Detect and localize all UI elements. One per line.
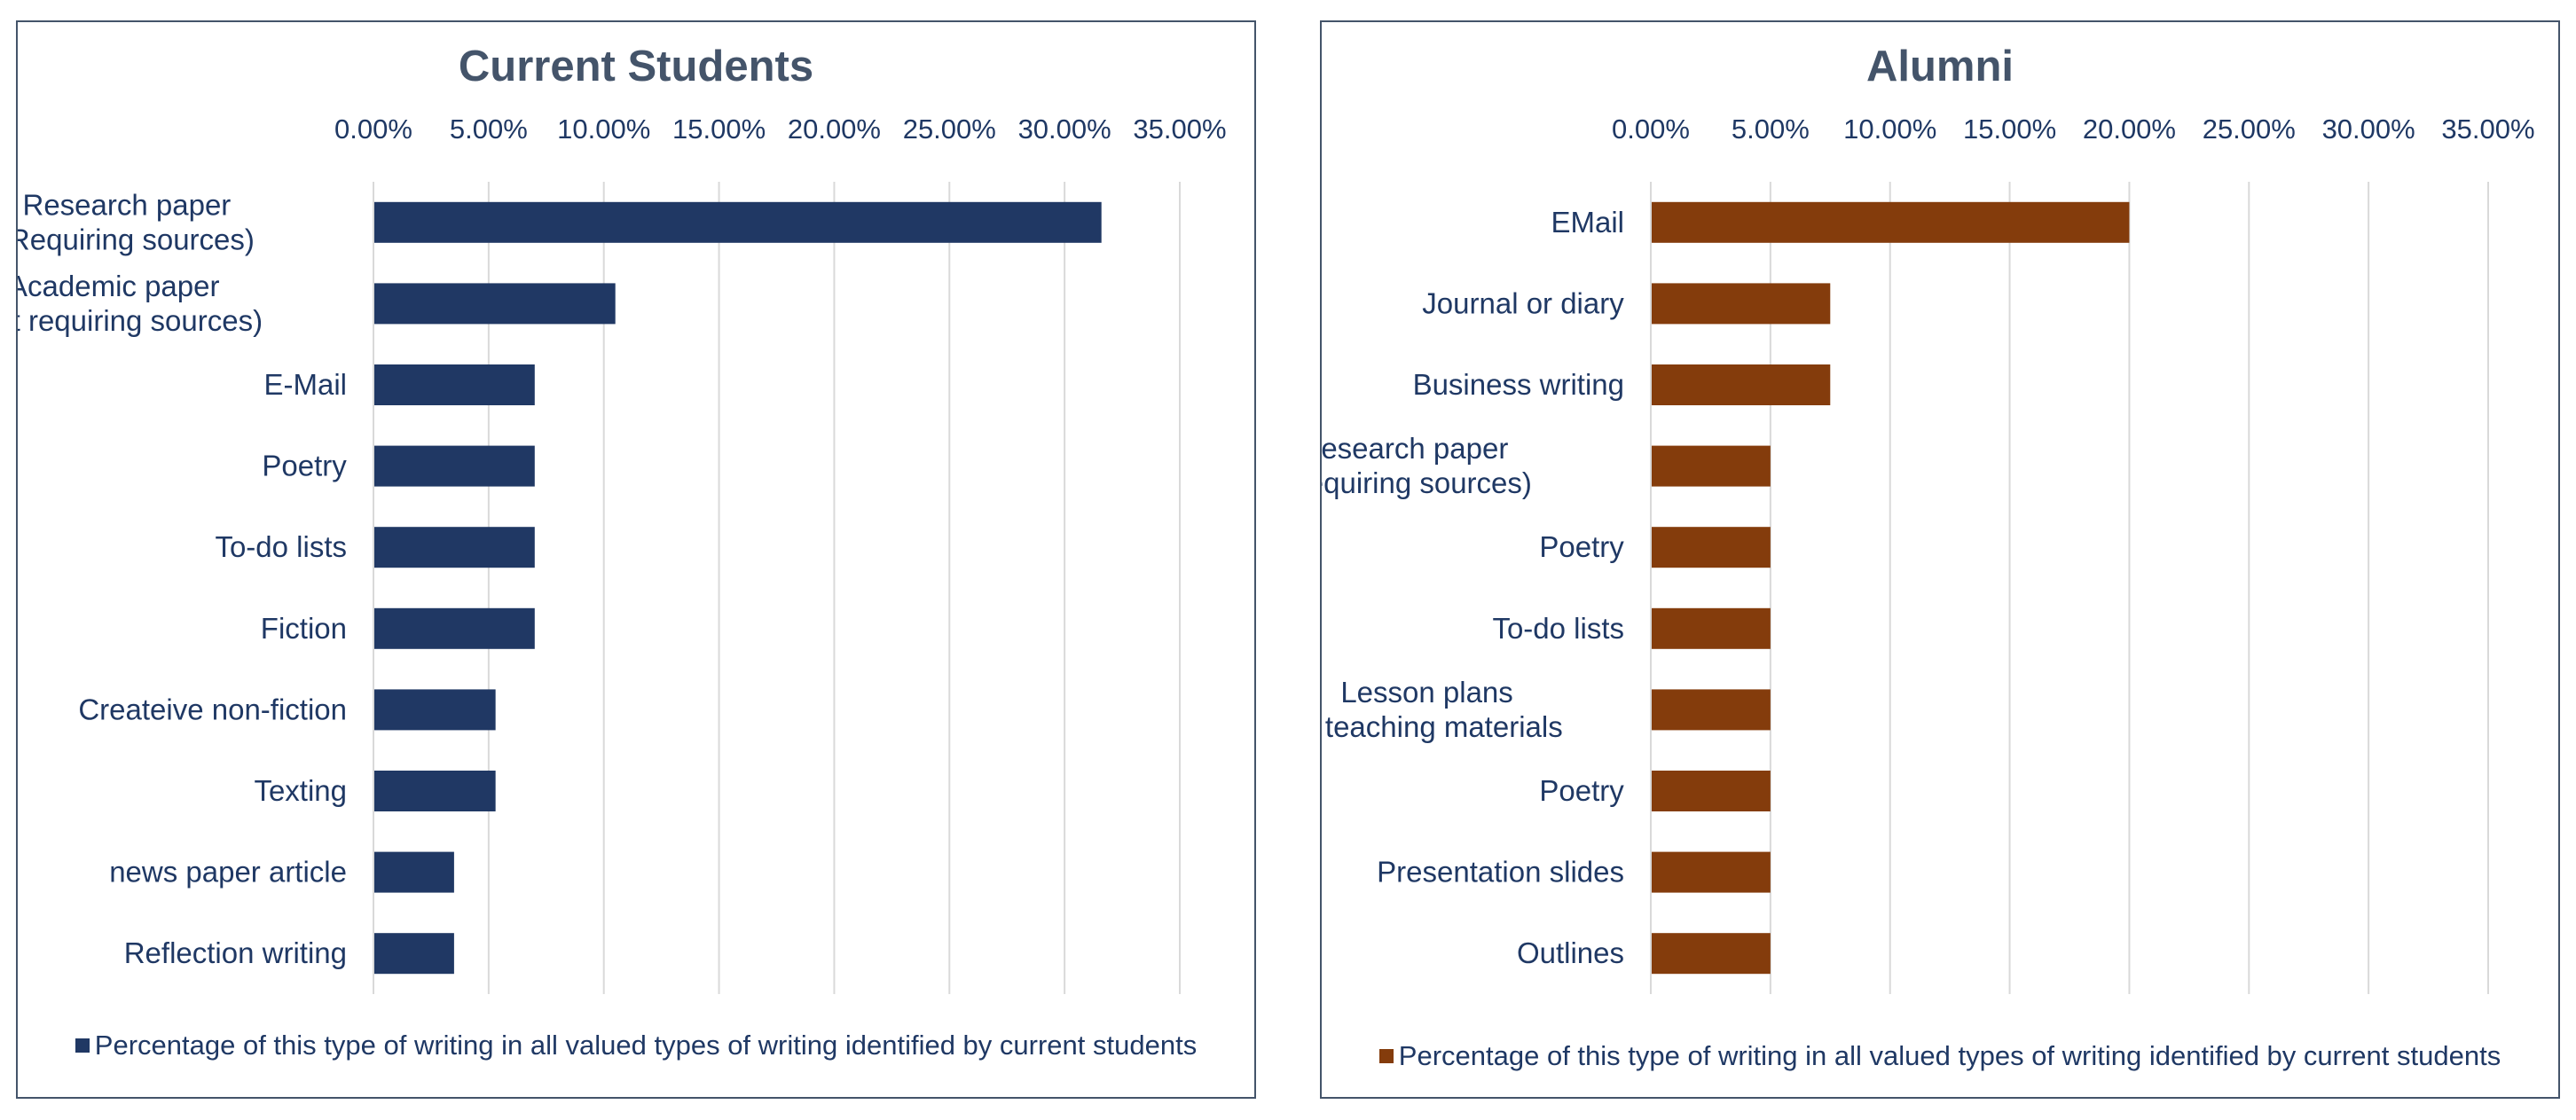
legend-label: Percentage of this type of writing in al… [94, 1030, 1198, 1061]
bar [1651, 771, 1771, 811]
x-tick-label: 15.00% [672, 114, 766, 145]
category-label: E-Mail [263, 368, 347, 401]
category-label: Business writing [1413, 368, 1624, 401]
category-label: Research paper(Requiring sources) [18, 188, 255, 255]
bar [373, 933, 454, 975]
x-tick-label: 35.00% [2441, 114, 2534, 145]
x-tick-label: 0.00% [1612, 114, 1690, 145]
legend: Percentage of this type of writing in al… [1322, 1040, 2558, 1072]
x-tick-label: 15.00% [1963, 114, 2056, 145]
chart-panel-alumni: Alumni 0.00% 5.00% 10.00% 15.00% 20.00% 25.00… [1320, 20, 2560, 1099]
x-tick-label: 10.00% [1843, 114, 1936, 145]
category-label: Reflection writing [124, 936, 347, 969]
category-label: Presentation slides [1377, 856, 1624, 889]
legend-swatch [75, 1038, 90, 1053]
bar [1651, 445, 1771, 487]
category-label: Poetry [1539, 530, 1624, 563]
chart-panel-current-students: Current Students 0.00% 5.00% 10.00% 15.00% 2… [16, 20, 1256, 1099]
category-label: To-do lists [1492, 612, 1624, 645]
bar [1651, 201, 2130, 243]
x-tick-label: 30.00% [2322, 114, 2415, 145]
bar [373, 771, 496, 811]
bar [1651, 283, 1831, 325]
bar-chart-alumni: 0.00% 5.00% 10.00% 15.00% 20.00% 25.00% 30.00%… [1322, 114, 2535, 994]
bar [373, 283, 616, 325]
bar [1651, 851, 1771, 893]
x-tick-label: 20.00% [788, 114, 881, 145]
bar [1651, 364, 1831, 405]
bar [373, 445, 535, 487]
bar [373, 607, 535, 649]
category-label: To-do lists [215, 530, 347, 563]
bar-chart-current-students: 0.00% 5.00% 10.00% 15.00% 20.00% 25.00% 30.00%… [18, 114, 1227, 994]
category-label: Poetry [1539, 774, 1624, 807]
bar [1651, 527, 1771, 568]
x-tick-label: 25.00% [903, 114, 996, 145]
legend-swatch [1378, 1049, 1394, 1063]
category-label: Journal or diary [1422, 286, 1624, 319]
x-tick-label: 20.00% [2083, 114, 2176, 145]
bar [373, 851, 454, 893]
category-label: Academic paper(Not requiring sources) [18, 270, 263, 337]
bar [373, 201, 1102, 243]
chart-title: Current Students [458, 43, 814, 90]
category-label: Outlines [1517, 936, 1624, 969]
bar [1651, 689, 1771, 731]
x-tick-label: 25.00% [2203, 114, 2296, 145]
bar [373, 364, 535, 405]
x-tick-label: 35.00% [1133, 114, 1226, 145]
category-label: news paper article [109, 856, 347, 889]
category-label: Research paper(Requiring sources) [1322, 432, 1532, 499]
x-tick-label: 5.00% [450, 114, 528, 145]
bar [1651, 933, 1771, 975]
category-label: Poetry [262, 450, 347, 482]
bar [1651, 607, 1771, 649]
bar [373, 689, 496, 731]
chart-title: Alumni [1865, 43, 2014, 90]
category-label: EMail [1551, 206, 1624, 239]
legend-label: Percentage of this type of writing in al… [1398, 1040, 2501, 1071]
x-tick-label: 30.00% [1018, 114, 1111, 145]
bar [373, 527, 535, 568]
category-label: Fiction [261, 612, 347, 645]
category-label: Createive non-fiction [78, 693, 347, 725]
x-tick-label: 5.00% [1732, 114, 1810, 145]
category-label: Lesson plansor teaching materials [1322, 676, 1563, 743]
category-label: Texting [254, 774, 347, 807]
x-tick-label: 0.00% [334, 114, 412, 145]
x-tick-label: 10.00% [557, 114, 650, 145]
legend: Percentage of this type of writing in al… [18, 1030, 1254, 1061]
